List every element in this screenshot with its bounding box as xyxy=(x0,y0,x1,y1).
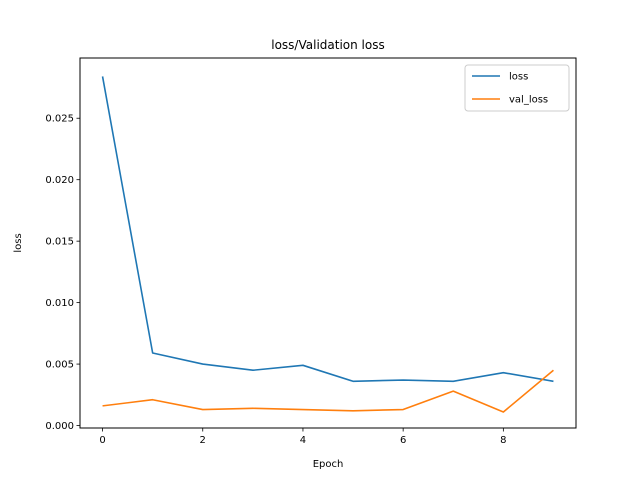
y-tick-label: 0.025 xyxy=(45,114,74,125)
y-tick-label: 0.000 xyxy=(45,421,74,432)
legend-label-loss: loss xyxy=(509,72,528,83)
y-tick-label: 0.015 xyxy=(45,237,74,248)
x-axis-label: Epoch xyxy=(313,459,344,470)
series-layer xyxy=(101,76,554,413)
x-tick-label: 6 xyxy=(400,435,406,446)
plot-frame xyxy=(79,57,577,429)
y-tick-label: 0.020 xyxy=(45,175,74,186)
x-tick-label: 0 xyxy=(99,435,105,446)
x-tick-label: 4 xyxy=(300,435,306,446)
ticks-layer: 0 2 4 6 8 0.000 0.005 0.010 0.015 0.020 0.025 xyxy=(45,114,506,446)
series-line-val-loss xyxy=(102,369,554,413)
y-tick-label: 0.010 xyxy=(45,298,74,309)
x-tick-label: 8 xyxy=(500,435,506,446)
chart-title: loss/Validation loss xyxy=(271,38,384,52)
y-tick-label: 0.005 xyxy=(45,360,74,371)
legend: loss val_loss xyxy=(464,64,570,112)
y-axis-label: loss xyxy=(13,233,24,252)
legend-label-val-loss: val_loss xyxy=(509,95,548,106)
series-line-loss xyxy=(101,76,554,383)
x-tick-label: 2 xyxy=(200,435,206,446)
